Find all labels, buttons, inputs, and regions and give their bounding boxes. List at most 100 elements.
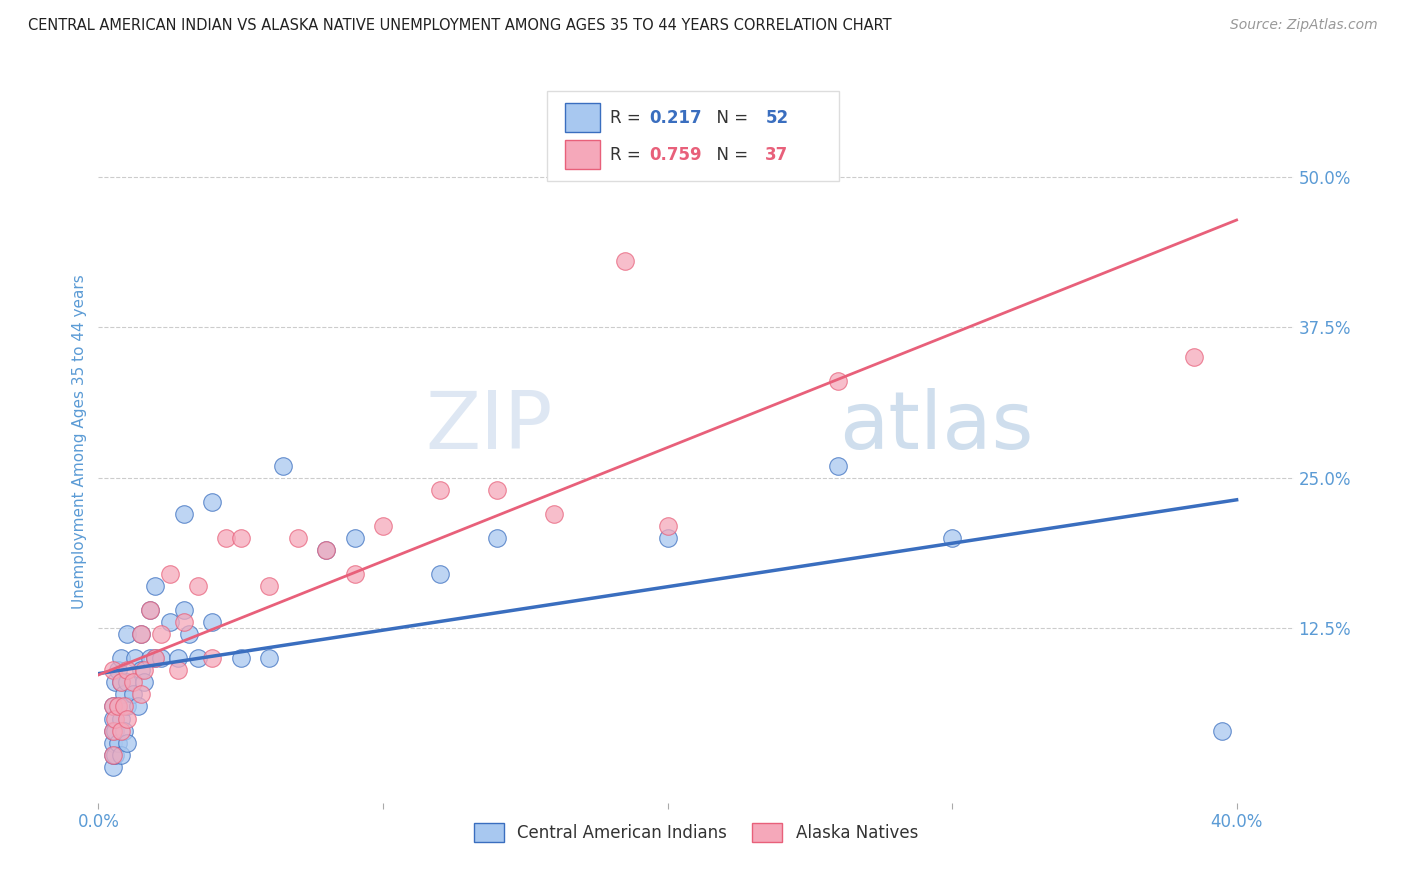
FancyBboxPatch shape — [565, 140, 600, 169]
Point — [941, 531, 963, 545]
Point — [159, 615, 181, 630]
Point — [187, 651, 209, 665]
Point — [201, 651, 224, 665]
Point — [101, 747, 124, 762]
Point — [215, 531, 238, 545]
Point — [101, 699, 124, 714]
Point — [129, 687, 152, 701]
Point — [273, 458, 295, 473]
Point — [110, 651, 132, 665]
Point — [287, 531, 309, 545]
Point — [121, 675, 143, 690]
Text: atlas: atlas — [839, 388, 1033, 467]
Point — [132, 675, 155, 690]
Point — [201, 494, 224, 508]
Point — [315, 542, 337, 557]
Point — [657, 518, 679, 533]
Point — [167, 664, 190, 678]
Text: N =: N = — [706, 109, 752, 127]
Point — [173, 507, 195, 521]
Point — [485, 483, 508, 497]
Point — [110, 747, 132, 762]
Text: 0.217: 0.217 — [650, 109, 702, 127]
Point — [1182, 350, 1205, 364]
Text: R =: R = — [610, 109, 645, 127]
Point — [104, 675, 127, 690]
Point — [179, 627, 201, 641]
Point — [107, 699, 129, 714]
Point — [143, 579, 166, 593]
Point — [110, 675, 132, 690]
Point — [115, 699, 138, 714]
Point — [657, 531, 679, 545]
Point — [159, 567, 181, 582]
Point — [229, 531, 252, 545]
Text: 37: 37 — [765, 145, 789, 164]
Point — [107, 664, 129, 678]
Point — [543, 507, 565, 521]
Point — [315, 542, 337, 557]
Text: 0.759: 0.759 — [650, 145, 702, 164]
Legend: Central American Indians, Alaska Natives: Central American Indians, Alaska Natives — [467, 816, 925, 848]
Point — [827, 374, 849, 388]
Point — [143, 651, 166, 665]
Point — [143, 651, 166, 665]
Point — [115, 675, 138, 690]
Point — [613, 253, 636, 268]
Point — [107, 735, 129, 749]
Point — [173, 603, 195, 617]
Point — [127, 699, 149, 714]
Point — [104, 747, 127, 762]
Point — [101, 723, 124, 738]
Text: Source: ZipAtlas.com: Source: ZipAtlas.com — [1230, 18, 1378, 32]
Point — [371, 518, 394, 533]
Point — [485, 531, 508, 545]
Point — [112, 699, 135, 714]
Point — [827, 458, 849, 473]
Point — [257, 579, 280, 593]
Point — [101, 760, 124, 774]
Point — [112, 723, 135, 738]
Point — [112, 687, 135, 701]
Point — [167, 651, 190, 665]
Point — [101, 735, 124, 749]
Point — [104, 712, 127, 726]
Point — [1211, 723, 1233, 738]
Point — [343, 531, 366, 545]
Point — [110, 712, 132, 726]
Point — [110, 723, 132, 738]
Point — [343, 567, 366, 582]
Point — [138, 651, 160, 665]
Point — [101, 712, 124, 726]
Point — [129, 627, 152, 641]
Point — [101, 747, 124, 762]
Point — [115, 664, 138, 678]
Point — [229, 651, 252, 665]
Point — [429, 567, 451, 582]
Point — [101, 664, 124, 678]
Point — [101, 699, 124, 714]
Point — [201, 615, 224, 630]
Point — [150, 627, 173, 641]
Point — [138, 603, 160, 617]
Text: CENTRAL AMERICAN INDIAN VS ALASKA NATIVE UNEMPLOYMENT AMONG AGES 35 TO 44 YEARS : CENTRAL AMERICAN INDIAN VS ALASKA NATIVE… — [28, 18, 891, 33]
Text: 52: 52 — [765, 109, 789, 127]
Point — [115, 712, 138, 726]
Point — [150, 651, 173, 665]
Text: R =: R = — [610, 145, 645, 164]
Point — [138, 603, 160, 617]
Point — [129, 627, 152, 641]
FancyBboxPatch shape — [565, 103, 600, 132]
Point — [187, 579, 209, 593]
Point — [121, 687, 143, 701]
Point — [110, 675, 132, 690]
Text: N =: N = — [706, 145, 752, 164]
Point — [257, 651, 280, 665]
FancyBboxPatch shape — [547, 91, 839, 181]
Point — [173, 615, 195, 630]
Point — [107, 699, 129, 714]
Point — [429, 483, 451, 497]
Point — [132, 664, 155, 678]
Point — [101, 723, 124, 738]
Point — [104, 723, 127, 738]
